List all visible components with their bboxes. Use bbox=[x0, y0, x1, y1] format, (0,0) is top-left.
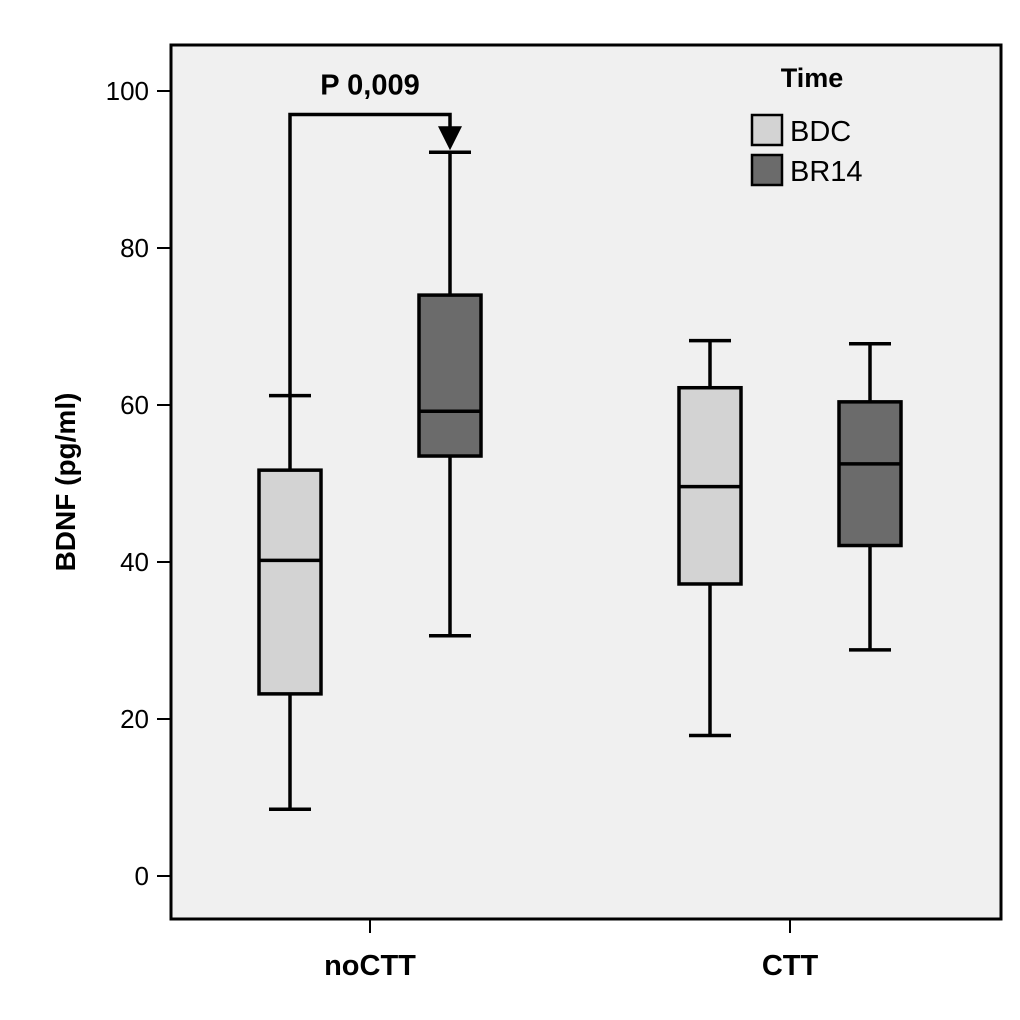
legend-swatch bbox=[750, 113, 784, 147]
bracket-line bbox=[288, 112, 452, 396]
y-tick-label: 20 bbox=[120, 704, 149, 734]
legend: Time BDC BR14 bbox=[750, 63, 863, 188]
y-tick-label: 0 bbox=[135, 861, 149, 891]
x-category-label: CTT bbox=[762, 950, 819, 982]
arrow-head-icon bbox=[438, 126, 462, 151]
annotations-layer: P 0,009 bbox=[288, 70, 462, 396]
x-axis: noCTT CTT bbox=[324, 919, 818, 982]
y-tick-label: 60 bbox=[120, 390, 149, 420]
legend-entry-label: BDC bbox=[790, 116, 851, 148]
box-noCTT-BDC bbox=[257, 393, 323, 812]
y-tick-label: 80 bbox=[120, 233, 149, 263]
y-tick-label: 100 bbox=[106, 76, 149, 106]
iqr-box bbox=[417, 293, 483, 458]
legend-title: Time bbox=[781, 63, 844, 93]
y-axis-title: BDNF (pg/ml) bbox=[50, 393, 81, 572]
y-tick-label: 40 bbox=[120, 547, 149, 577]
boxes-layer bbox=[257, 150, 903, 812]
x-category-label: noCTT bbox=[324, 950, 416, 982]
iqr-box bbox=[257, 468, 323, 696]
iqr-box bbox=[837, 400, 903, 548]
box-CTT-BR14 bbox=[837, 342, 903, 652]
significance-bracket: P 0,009 bbox=[288, 70, 462, 396]
legend-entry-label: BR14 bbox=[790, 156, 863, 188]
legend-swatch bbox=[750, 153, 784, 187]
p-value-label: P 0,009 bbox=[320, 70, 419, 102]
box-noCTT-BR14 bbox=[417, 150, 483, 638]
box-CTT-BDC bbox=[677, 338, 743, 738]
y-axis: 0 20 40 60 80 100 bbox=[106, 76, 171, 891]
